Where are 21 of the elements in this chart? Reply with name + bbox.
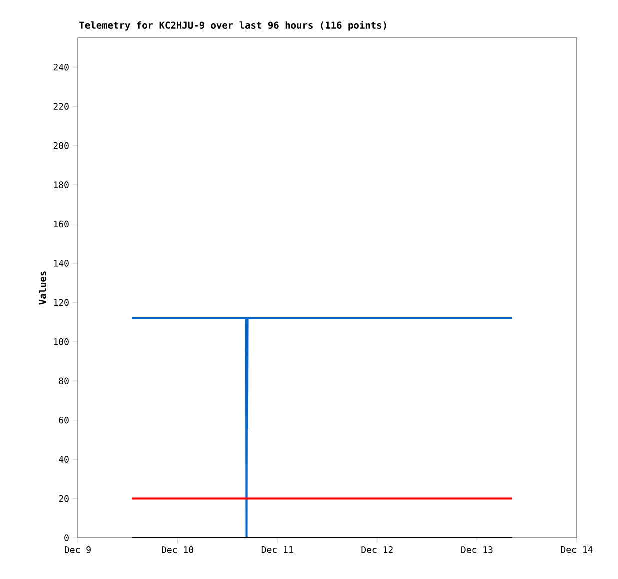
x-tick-label: Dec 13 bbox=[462, 546, 493, 554]
x-tick-label: Dec 10 bbox=[162, 546, 194, 554]
y-tick-label: 120 bbox=[54, 299, 69, 306]
y-tick-label: 0 bbox=[64, 534, 69, 542]
y-tick-label: 240 bbox=[54, 64, 69, 71]
y-tick-label: 60 bbox=[59, 416, 69, 424]
y-tick-label: 180 bbox=[54, 182, 69, 188]
y-tick-label: 100 bbox=[54, 338, 69, 346]
x-tick-label: Dec 14 bbox=[561, 546, 593, 554]
y-axis-title: Values bbox=[39, 272, 46, 305]
y-tick-label: 40 bbox=[59, 456, 69, 463]
chart-title: Telemetry for KC2HJU-9 over last 96 hours (116 points) bbox=[80, 21, 386, 31]
x-tick-label: Dec 11 bbox=[262, 546, 294, 554]
x-tick-label: Dec 12 bbox=[362, 546, 393, 554]
y-tick-label: 160 bbox=[54, 220, 69, 228]
y-tick-label: 80 bbox=[59, 378, 69, 385]
y-tick-label: 200 bbox=[54, 142, 69, 150]
y-tick-label: 20 bbox=[59, 495, 69, 502]
y-tick-label: 220 bbox=[54, 103, 69, 110]
y-tick-label: 140 bbox=[54, 260, 69, 267]
x-tick-label: Dec 9 bbox=[65, 546, 91, 554]
